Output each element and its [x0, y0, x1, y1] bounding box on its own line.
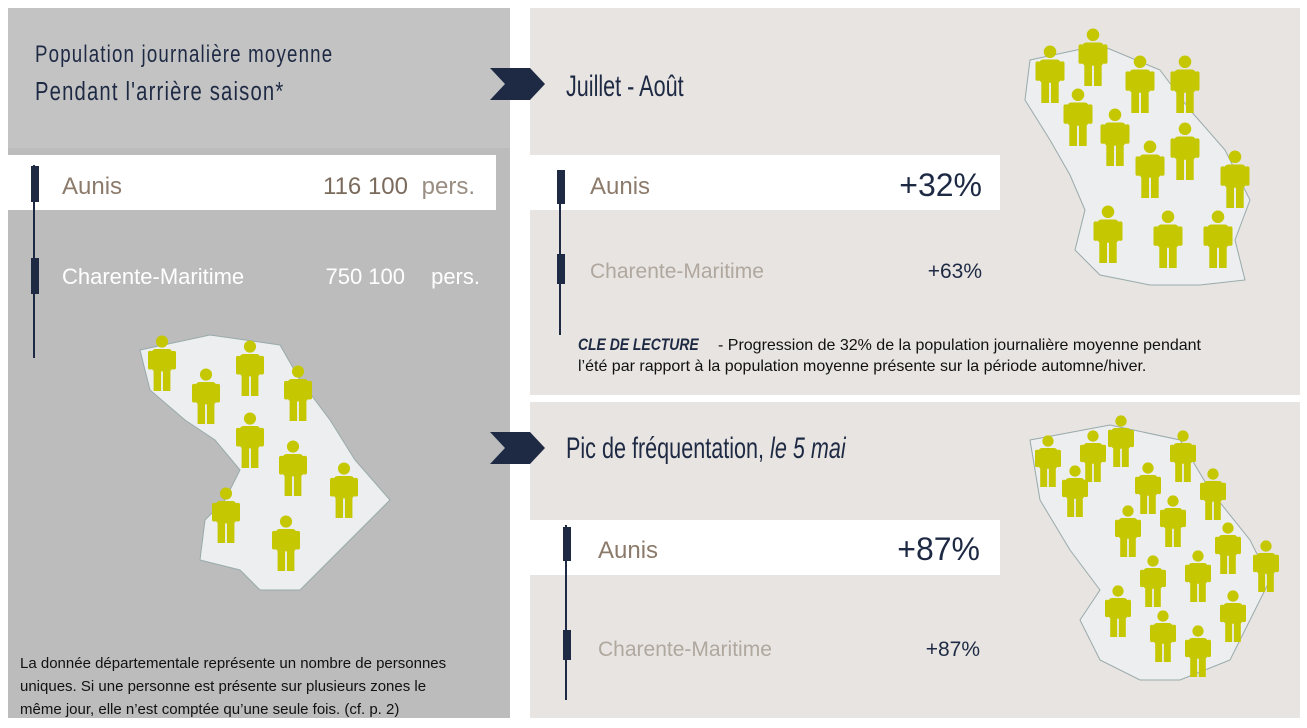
- row-value: 116 100: [323, 173, 408, 200]
- row-value: +87%: [926, 638, 980, 661]
- row-unit: pers.: [422, 173, 475, 200]
- row-band: [530, 520, 1000, 575]
- chevron: [490, 432, 545, 464]
- row-name: Aunis: [62, 173, 122, 200]
- left-subtitle: Pendant l'arrière saison*: [35, 77, 284, 106]
- reading-label: CLE DE LECTURE: [578, 336, 699, 355]
- row-name: Charente-Maritime: [62, 264, 244, 289]
- title-emphasis: le 5 mai: [770, 430, 847, 464]
- section-title: Juillet - Août: [566, 68, 684, 102]
- row-band: [530, 155, 1000, 210]
- row-value: 750 100: [325, 264, 405, 289]
- reading-text: - Progression de 32% de la population jo…: [718, 337, 1202, 354]
- note-line: uniques. Si une personne est présente su…: [20, 678, 426, 695]
- row-name: Aunis: [598, 537, 658, 564]
- marker: [557, 254, 565, 284]
- marker: [31, 166, 39, 202]
- row-unit: pers.: [431, 264, 480, 289]
- row-name: Charente-Maritime: [598, 638, 772, 661]
- row-name: Aunis: [590, 173, 650, 200]
- row-name: Charente-Maritime: [590, 260, 764, 283]
- note-line: même jour, elle n’est comptée qu’une seu…: [20, 701, 399, 718]
- row-value: +32%: [899, 167, 982, 203]
- row-value: +63%: [928, 260, 982, 283]
- left-title: Population journalière moyenne: [35, 41, 333, 68]
- reading-text: l’été par rapport à la population moyenn…: [578, 358, 1146, 375]
- marker: [557, 170, 565, 204]
- row-value: +87%: [897, 531, 980, 567]
- chevron: [490, 68, 545, 100]
- marker: [31, 258, 39, 294]
- section-title: Pic de fréquentation, le 5 mai: [566, 430, 847, 464]
- row-band: [8, 155, 496, 210]
- note-line: La donnée départementale représente un n…: [20, 655, 446, 672]
- left-note: La donnée départementale représente un n…: [20, 655, 446, 718]
- marker: [563, 630, 571, 660]
- marker: [563, 527, 571, 561]
- title-main: Pic de fréquentation,: [566, 430, 764, 464]
- left-header: [8, 8, 510, 148]
